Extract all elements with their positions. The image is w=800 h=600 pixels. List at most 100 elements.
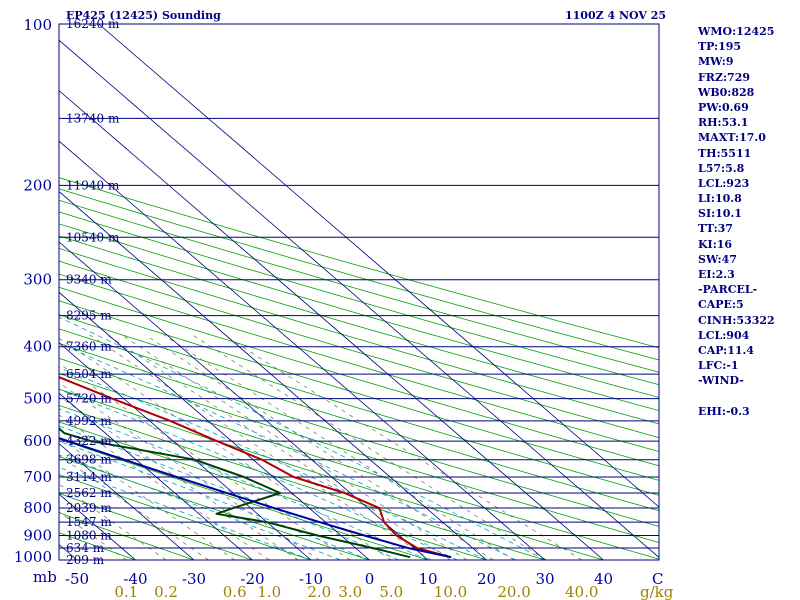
height-label: 11940 m bbox=[66, 178, 120, 192]
height-label: 634 m bbox=[66, 541, 105, 555]
chart-title: EP425 (12425) Sounding bbox=[66, 9, 221, 22]
dry-adiabat-line bbox=[59, 260, 659, 439]
sounding-index-row: SW:47 bbox=[698, 252, 737, 266]
temperature-trace bbox=[59, 376, 452, 559]
temperature-tick-label: 30 bbox=[535, 570, 554, 588]
mixing-ratio-tick-label: 10.0 bbox=[434, 583, 467, 600]
pressure-tick-label: 1000 bbox=[14, 548, 52, 566]
sounding-index-row: EHI:-0.3 bbox=[698, 404, 750, 418]
temperature-tick-label: -20 bbox=[240, 570, 264, 588]
isotherm-line bbox=[59, 342, 312, 560]
sounding-index-row: WMO:12425 bbox=[698, 25, 775, 38]
dry-adiabat-line bbox=[59, 177, 659, 349]
moist-adiabat-line bbox=[59, 440, 370, 560]
sounding-index-row: CAPE:5 bbox=[698, 298, 744, 312]
mixing-ratio-tick-label: 20.0 bbox=[497, 583, 530, 600]
isotherm-line bbox=[98, 24, 659, 508]
pressure-tick-label: 400 bbox=[23, 338, 52, 356]
mixing-ratio-line bbox=[163, 334, 515, 560]
mixing-ratio-tick-label: 5.0 bbox=[379, 583, 403, 600]
dry-adiabat-line bbox=[59, 286, 659, 467]
temperature-tick-label: 0 bbox=[365, 570, 375, 588]
temperature-tick-label: -50 bbox=[65, 570, 89, 588]
pressure-tick-label: 100 bbox=[23, 16, 52, 34]
pressure-tick-label: 700 bbox=[23, 468, 52, 486]
height-label: 3698 m bbox=[66, 453, 112, 467]
temperature-tick-label: -40 bbox=[123, 570, 147, 588]
sounding-index-row: TP:195 bbox=[698, 40, 742, 54]
isotherm-line bbox=[59, 241, 429, 560]
mixing-ratio-line bbox=[106, 334, 451, 560]
mixing-ratio-tick-label: 2.0 bbox=[307, 583, 331, 600]
temperature-tick-label: -10 bbox=[299, 570, 323, 588]
grid-lines bbox=[0, 24, 659, 560]
temperature-tick-label: 40 bbox=[594, 570, 613, 588]
moist-adiabat-line bbox=[59, 342, 516, 560]
height-label: 16240 m bbox=[66, 17, 120, 31]
isotherm-line bbox=[59, 291, 370, 560]
mixing-ratio-line bbox=[223, 334, 582, 560]
sounding-index-row: LCL:923 bbox=[698, 176, 750, 190]
mixing-ratio-tick-label: 0.2 bbox=[154, 583, 178, 600]
height-label: 8295 m bbox=[66, 309, 112, 323]
mixing-ratio-tick-label: 40.0 bbox=[565, 583, 598, 600]
pressure-tick-label: 900 bbox=[23, 527, 52, 545]
isotherm-line bbox=[59, 140, 546, 560]
sounding-index-row: TH:5511 bbox=[698, 146, 752, 160]
temperature-tick-label: 10 bbox=[418, 570, 437, 588]
dry-adiabat-line bbox=[59, 199, 659, 373]
sounding-index-row: CINH:53322 bbox=[698, 313, 775, 327]
temperature-tick-label: -30 bbox=[182, 570, 206, 588]
pressure-tick-label: 500 bbox=[23, 390, 52, 408]
sounding-index-row bbox=[698, 389, 798, 404]
sounding-index-row: MAXT:17.0 bbox=[698, 131, 766, 145]
sounding-index-row: EI:2.3 bbox=[698, 268, 735, 281]
dry-adiabat-line bbox=[59, 247, 659, 425]
pressure-tick-label: 600 bbox=[23, 432, 52, 450]
pressure-tick-label: 800 bbox=[23, 499, 52, 517]
sounding-traces bbox=[59, 376, 452, 559]
dewpoint-trace bbox=[59, 427, 411, 559]
dry-adiabat-line bbox=[59, 235, 659, 412]
axis-labels: 16240 m 13740 m 11940 m 10540 m 9340 m 8295 m… bbox=[14, 16, 674, 600]
sounding-index-row: TT:37 bbox=[698, 222, 733, 236]
plot-frame bbox=[58, 23, 660, 561]
height-label: 4322 m bbox=[66, 434, 112, 448]
dry-adiabat-line bbox=[59, 223, 659, 398]
mixing-ratio-line bbox=[192, 334, 547, 560]
mixing-ratio-tick-label: 0.6 bbox=[223, 583, 247, 600]
height-label: 1080 m bbox=[66, 529, 112, 543]
moist-adiabat-line bbox=[59, 408, 429, 560]
mixing-ratio-line bbox=[121, 334, 468, 560]
dry-adiabat-line bbox=[59, 273, 659, 452]
isotherm-line bbox=[59, 39, 659, 558]
height-label: 2562 m bbox=[66, 486, 112, 500]
isotherm-line bbox=[59, 443, 195, 560]
mixing-ratio-line bbox=[144, 334, 494, 560]
moist-adiabat-line bbox=[59, 425, 399, 560]
mixing-ratio-tick-label: 3.0 bbox=[338, 583, 362, 600]
sounding-index-row: KI:16 bbox=[698, 237, 733, 251]
height-label: 1547 m bbox=[66, 515, 112, 529]
parcel-trace bbox=[59, 437, 452, 559]
height-label: 5720 m bbox=[66, 392, 112, 406]
isotherm-line bbox=[59, 90, 604, 560]
sounding-index-row: FRZ:729 bbox=[698, 70, 751, 84]
sounding-index-row: RH:53.1 bbox=[698, 116, 749, 130]
isotherm-line bbox=[0, 24, 19, 560]
mixing-ratio-axis-label: g/kg bbox=[640, 583, 674, 600]
dry-adiabat-line bbox=[59, 328, 659, 512]
pressure-tick-label: 300 bbox=[23, 271, 52, 289]
height-label: 4992 m bbox=[66, 414, 112, 428]
height-label: 9340 m bbox=[66, 273, 112, 287]
sounding-indices-panel: WMO:12425 TP:195 MW:9 FRZ:729 WB0:828 PW:0.69… bbox=[698, 24, 798, 419]
sounding-index-row: LFC:-1 bbox=[698, 359, 739, 373]
height-label: 2039 m bbox=[66, 501, 112, 515]
mixing-ratio-line bbox=[89, 334, 432, 560]
dry-adiabat-line bbox=[59, 300, 659, 481]
dry-adiabat-line bbox=[59, 188, 659, 361]
chart-time: 1100Z 4 NOV 25 bbox=[565, 9, 666, 22]
temperature-axis-label: C bbox=[652, 570, 663, 588]
dry-adiabat-line bbox=[59, 438, 429, 560]
